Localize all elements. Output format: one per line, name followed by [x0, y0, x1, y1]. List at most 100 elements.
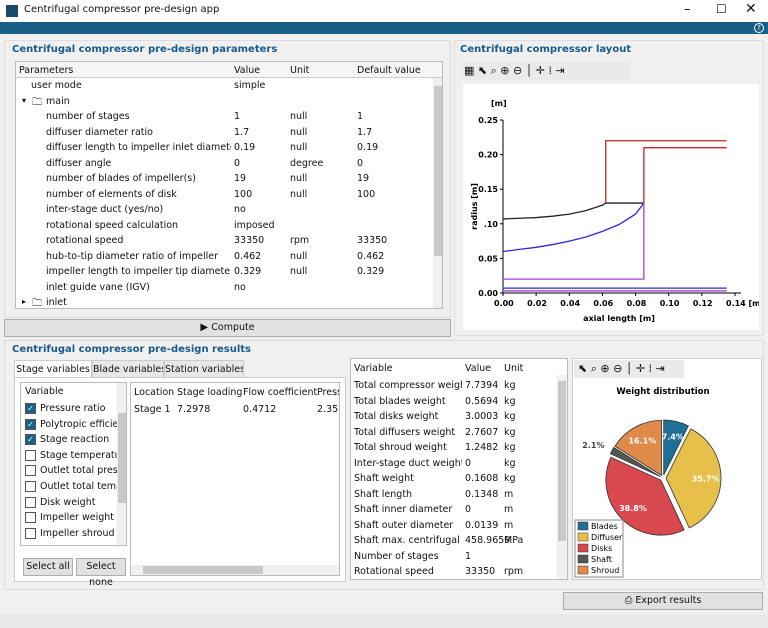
param-label: number of elements of disk: [46, 189, 231, 200]
x-tick-label: 0.14 [m: [726, 299, 759, 308]
tab[interactable]: Blade variables: [92, 360, 164, 378]
y-tick-label: 0.20: [478, 151, 498, 160]
y-tick-label: 0.00: [478, 289, 498, 298]
cell: kg: [504, 380, 516, 391]
column-header: Unit: [504, 363, 523, 374]
cell: 0.5694: [465, 396, 498, 407]
expander[interactable]: ▾: [22, 96, 26, 105]
cell: Number of stages: [354, 551, 462, 562]
legend-label: Disks: [591, 544, 612, 553]
export-button[interactable]: ⎙ Export results: [563, 592, 763, 610]
variable-list: Variable✓Pressure ratio✓Polytropic effic…: [20, 382, 127, 546]
column-header: Value: [465, 363, 491, 374]
cell: m: [504, 489, 513, 500]
param-default: 33350: [357, 235, 387, 246]
folder-label: main: [46, 96, 70, 107]
checkbox[interactable]: [25, 481, 36, 492]
pie-title: Weight distribution: [616, 387, 709, 397]
cell: Shaft weight: [354, 473, 462, 484]
cell: Shaft inner diameter: [354, 504, 462, 515]
app-icon: [6, 5, 18, 17]
checkbox[interactable]: ✓: [25, 403, 36, 414]
cell: 33350: [465, 566, 495, 577]
checkbox[interactable]: [25, 450, 36, 461]
param-unit: rpm: [290, 235, 309, 246]
legend-swatch: [578, 555, 588, 563]
folder-label: inlet: [46, 297, 67, 308]
checkbox[interactable]: ✓: [25, 434, 36, 445]
param-value: 33350: [234, 235, 264, 246]
x-tick-label: 0.02: [527, 299, 547, 308]
variable-label: Impeller weight: [40, 512, 117, 523]
tab[interactable]: Stage variables: [14, 360, 92, 378]
legend-label: Diffuser: [591, 533, 623, 542]
cell: Total diffusers weight: [354, 427, 462, 438]
checkbox[interactable]: [25, 528, 36, 539]
chart-toolbar: ▦ ⬉ ⌕ ⊕ ⊖ │ ✛ ⁞ ⇥: [460, 62, 630, 80]
column-header: Unit: [290, 65, 352, 76]
param-value: simple: [234, 80, 265, 91]
param-label: diffuser diameter ratio: [46, 127, 231, 138]
minimize[interactable]: –: [684, 2, 691, 17]
cell: 3.0003: [465, 411, 498, 422]
cell: 0: [465, 504, 471, 515]
variable-label: Stage temperature i: [40, 450, 117, 461]
x-tick-label: 0.10: [660, 299, 680, 308]
x-tick-label: 0.06: [593, 299, 613, 308]
checkbox[interactable]: [25, 497, 36, 508]
checkbox[interactable]: [25, 465, 36, 476]
param-default: 100: [357, 189, 375, 200]
folder-icon: 🗀: [32, 95, 42, 112]
column-header: Variable: [354, 363, 392, 374]
cell: kg: [504, 473, 516, 484]
pie-label: 7.4%: [662, 433, 684, 442]
blue-strip: ?: [0, 22, 768, 34]
x-tick-label: 0.08: [627, 299, 647, 308]
column-header: Stage loading: [177, 387, 242, 398]
param-default: 1: [357, 111, 363, 122]
param-value: 1.7: [234, 127, 249, 138]
cell: 0.4712: [243, 404, 276, 415]
y-tick-label: 0.05: [478, 254, 498, 263]
legend-label: Blades: [591, 522, 618, 531]
cell: 7.7394: [465, 380, 498, 391]
cell: Rotational speed: [354, 566, 462, 577]
legend-label: Shroud: [591, 566, 619, 575]
cell: 0.1608: [465, 473, 498, 484]
tab[interactable]: Station variables: [164, 360, 244, 378]
help[interactable]: ?: [754, 23, 764, 33]
scrollbar[interactable]: [433, 78, 443, 308]
cell: Total shroud weight: [354, 442, 462, 453]
expander[interactable]: ▸: [22, 297, 26, 306]
x-label: axial length [m]: [583, 314, 655, 323]
close[interactable]: ✕: [745, 1, 757, 17]
legend-swatch: [578, 566, 588, 574]
cell: m: [504, 504, 513, 515]
param-value: no: [234, 204, 246, 215]
cell: 0.1348: [465, 489, 498, 500]
cell: 1.2482: [465, 442, 498, 453]
legend-label: Shaft: [591, 555, 612, 564]
cell: Shaft length: [354, 489, 462, 500]
list-header: Variable: [25, 386, 63, 397]
cell: 2.358: [317, 404, 340, 415]
param-unit: null: [290, 266, 307, 277]
checkbox[interactable]: [25, 512, 36, 523]
param-label: user mode: [31, 80, 82, 91]
maximize[interactable]: ☐: [716, 2, 727, 16]
status-bar: [0, 614, 768, 628]
select-all[interactable]: Select all: [23, 558, 73, 576]
param-unit: null: [290, 127, 307, 138]
compute-label: Compute: [211, 322, 254, 333]
y-tick-label: 0.25: [478, 116, 498, 125]
variable-label: Polytropic efficiency: [40, 419, 117, 430]
compute-button[interactable]: ▶ Compute: [4, 319, 451, 337]
cell: kg: [504, 442, 516, 453]
tabs: Stage variablesBlade variablesStation va…: [14, 360, 344, 378]
pie-label: 38.8%: [619, 504, 647, 513]
select-none[interactable]: Select none: [76, 558, 126, 576]
param-value: imposed: [234, 220, 275, 231]
layout-chart: 0.000.05.100.150.200.250.000.020.040.060…: [463, 84, 759, 330]
checkbox[interactable]: ✓: [25, 419, 36, 430]
cell: Total blades weight: [354, 396, 462, 407]
